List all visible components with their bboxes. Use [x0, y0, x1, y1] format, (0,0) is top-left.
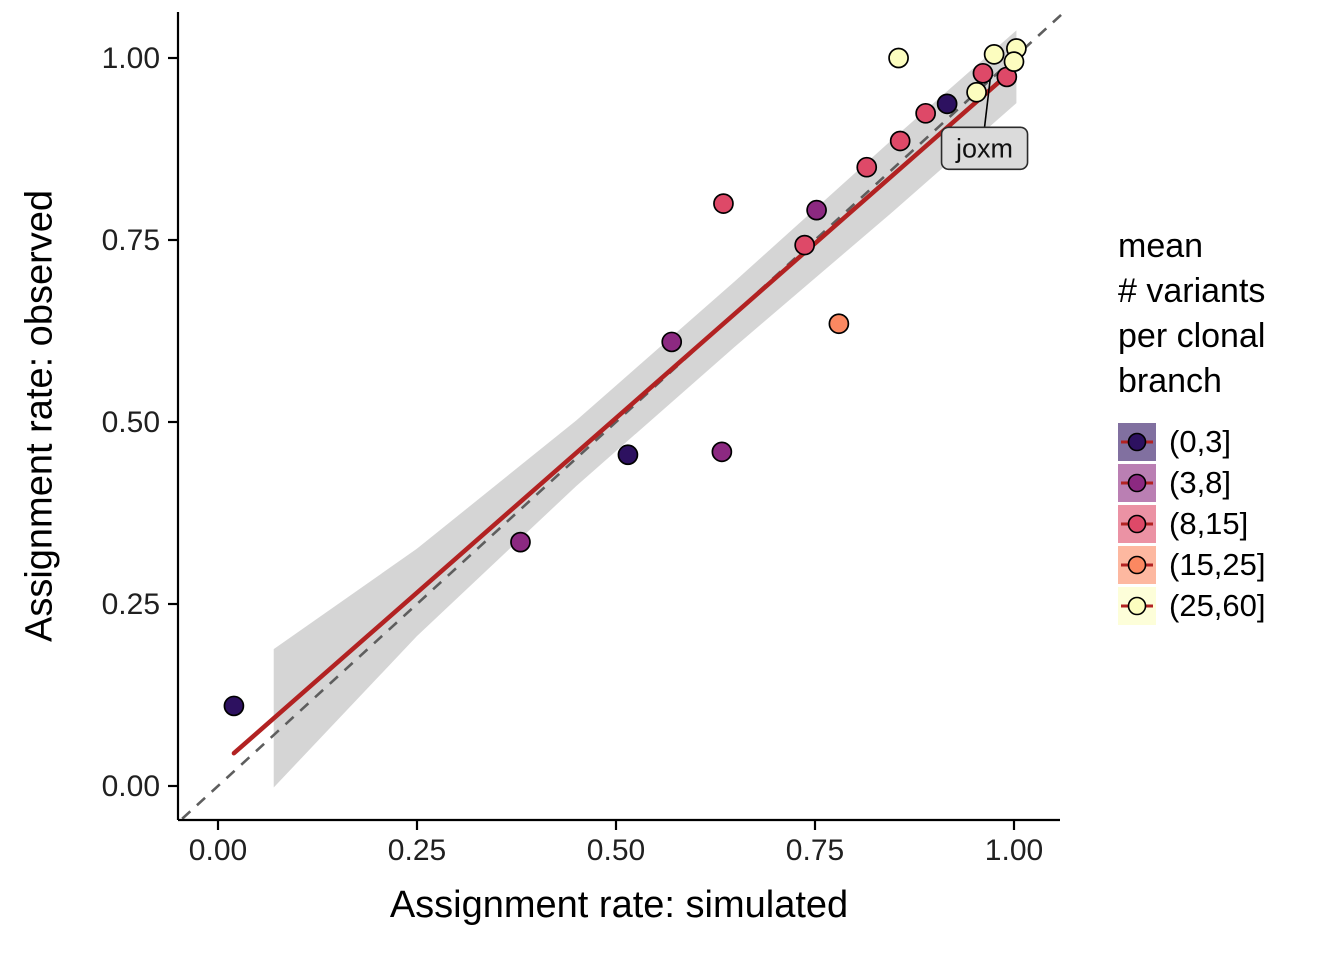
data-point: [915, 102, 936, 124]
x-axis-title: Assignment rate: simulated: [389, 884, 849, 926]
y-axis-title: Assignment rate: observed: [18, 189, 61, 643]
confidence-band: [273, 30, 1017, 788]
legend-title: mean # variants per clonal branch: [1118, 227, 1266, 400]
data-point: [223, 695, 245, 717]
data-point: [806, 199, 827, 221]
x-tick-label: 1.00: [985, 834, 1043, 867]
data-point: [510, 531, 531, 553]
annotation-box: [940, 126, 1029, 171]
legend-key-swatch: [1118, 464, 1156, 502]
legend-key-swatch: [1118, 505, 1156, 543]
legend-entry-label: (3,8]: [1169, 465, 1232, 500]
legend-key-swatch: [1118, 587, 1156, 625]
legend-entry-label: (0,3]: [1169, 424, 1232, 459]
y-tick-label: 0.00: [102, 770, 160, 803]
y-tick-label: 0.75: [102, 224, 160, 257]
legend-key-point: [1127, 473, 1147, 493]
legend-entry: (8,15]: [1118, 504, 1266, 545]
legend-entry: (0,3]: [1118, 422, 1266, 463]
legend-key-point: [1127, 555, 1147, 575]
x-tick-label: 0.25: [388, 834, 446, 867]
legend-entry-label: (15,25]: [1169, 547, 1266, 582]
data-point: [966, 81, 987, 103]
data-point: [936, 93, 958, 115]
y-tick-label: 0.50: [102, 406, 160, 439]
annotation-label: joxm: [955, 133, 1013, 163]
data-point: [856, 156, 878, 178]
legend-entry: (3,8]: [1118, 463, 1266, 504]
data-point: [972, 62, 994, 84]
data-point: [794, 234, 816, 256]
legend-key-point: [1127, 432, 1147, 452]
y-tick-label: 0.25: [102, 588, 160, 621]
legend-key-point: [1127, 514, 1147, 534]
legend-entry: (15,25]: [1118, 545, 1266, 586]
data-point: [983, 44, 1005, 65]
annotation-leader-line: [983, 79, 991, 128]
data-point: [889, 130, 911, 152]
data-point: [661, 331, 683, 353]
x-tick-label: 0.50: [587, 834, 645, 867]
data-point: [617, 444, 639, 466]
legend-key-swatch: [1118, 423, 1156, 461]
data-point: [828, 313, 850, 335]
legend-entries: (0,3] (3,8] (8,15] (15,25] (25,60]: [1118, 422, 1266, 627]
x-tick-label: 0.75: [786, 834, 844, 867]
regression-line: [231, 64, 1019, 756]
legend: mean # variants per clonal branch (0,3](…: [1118, 224, 1266, 627]
data-point: [713, 193, 734, 214]
legend-entry: (25,60]: [1118, 586, 1266, 627]
legend-key-point: [1127, 596, 1147, 616]
legend-entry-label: (8,15]: [1169, 506, 1249, 541]
legend-key-swatch: [1118, 546, 1156, 584]
data-point: [711, 441, 733, 463]
data-point: [888, 47, 909, 69]
data-point: [1003, 51, 1025, 72]
x-tick-label: 0.00: [189, 834, 247, 867]
legend-entry-label: (25,60]: [1169, 588, 1266, 623]
y-tick-label: 1.00: [102, 42, 160, 75]
